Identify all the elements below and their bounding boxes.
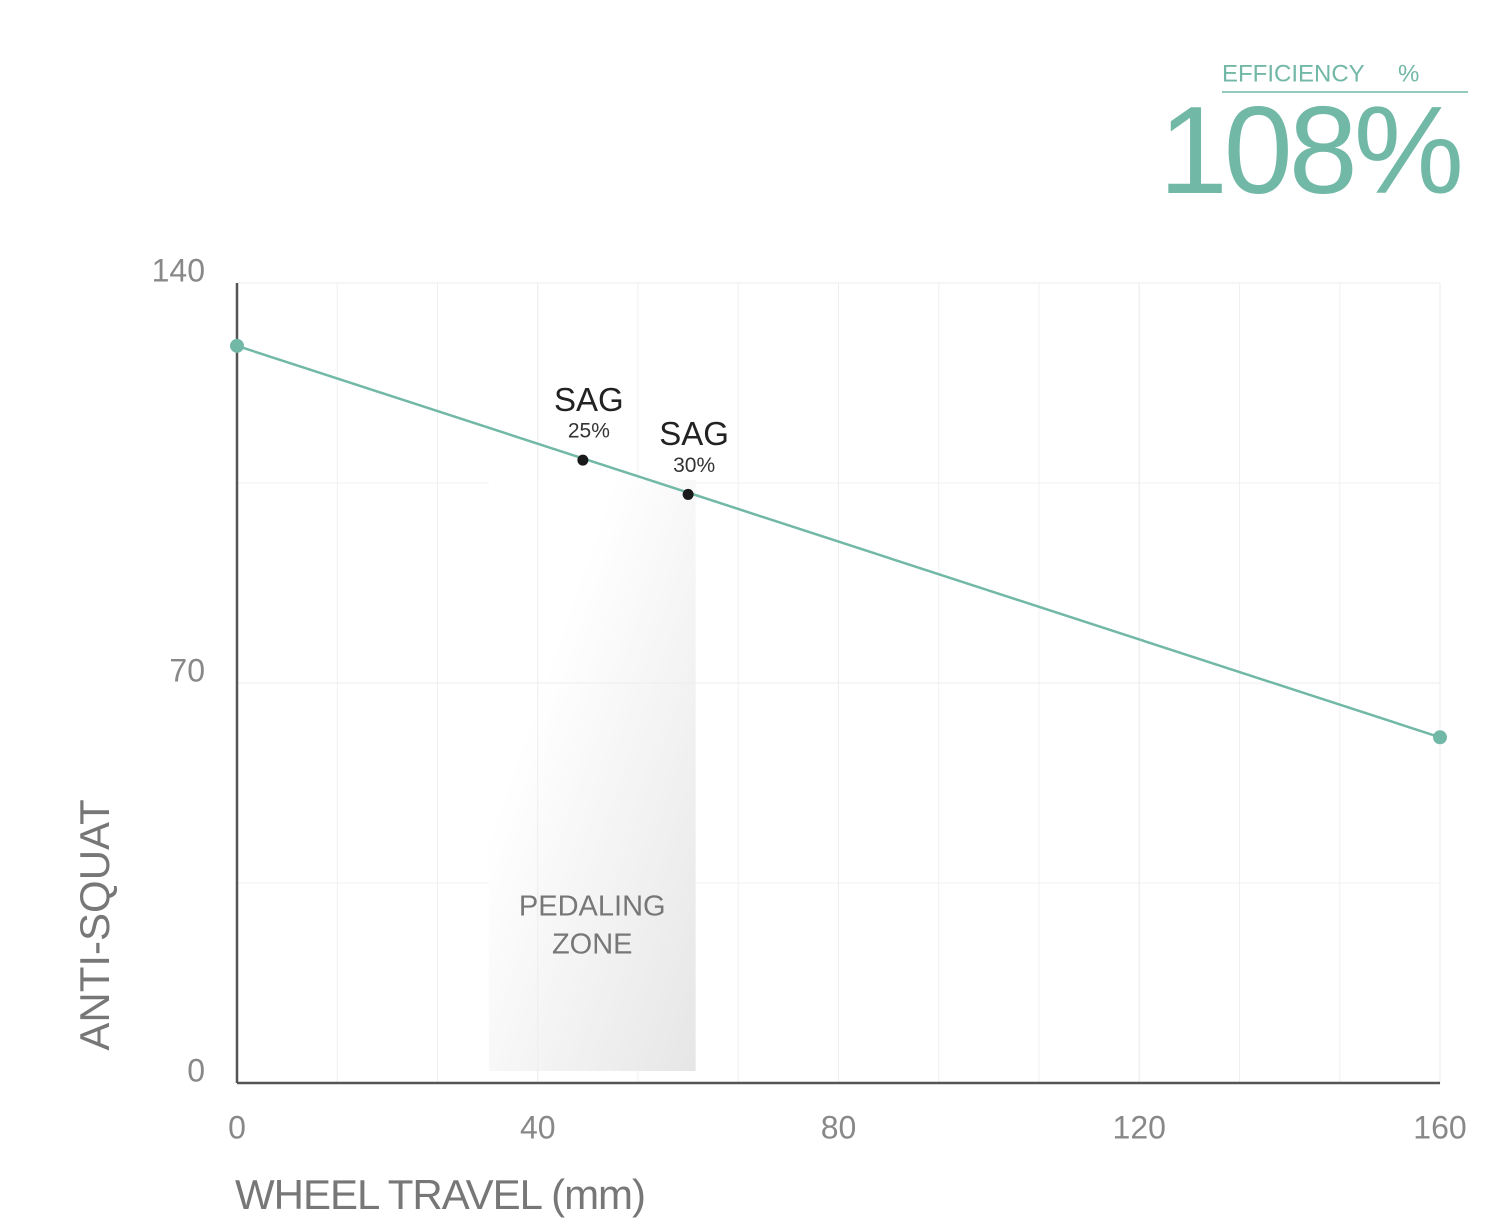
end-point bbox=[1433, 730, 1447, 745]
y-axis-label: ANTI-SQUAT bbox=[71, 799, 118, 1050]
x-tick-label: 0 bbox=[228, 1109, 246, 1145]
sag-point bbox=[682, 488, 694, 500]
y-tick-label: 140 bbox=[152, 252, 205, 288]
zone-label: PEDALING bbox=[519, 891, 666, 923]
sag-sublabel: 30% bbox=[673, 454, 715, 477]
end-point bbox=[230, 338, 244, 353]
pedaling-zone bbox=[488, 480, 696, 1071]
sag-point bbox=[577, 454, 589, 466]
x-tick-label: 160 bbox=[1413, 1109, 1466, 1145]
x-tick-label: 80 bbox=[821, 1109, 857, 1145]
series-line bbox=[236, 344, 1441, 739]
efficiency-unit: % bbox=[1398, 60, 1419, 87]
zone-label: ZONE bbox=[552, 929, 633, 961]
sag-sublabel: 25% bbox=[568, 420, 610, 443]
efficiency-value: 108% bbox=[1159, 82, 1460, 220]
y-tick-label: 70 bbox=[169, 652, 205, 688]
sag-label: SAG bbox=[554, 381, 624, 418]
sag-label: SAG bbox=[659, 415, 729, 452]
x-tick-label: 120 bbox=[1113, 1109, 1166, 1145]
x-axis-label: WHEEL TRAVEL (mm) bbox=[235, 1171, 645, 1218]
efficiency-title: EFFICIENCY bbox=[1222, 60, 1365, 87]
y-tick-label: 0 bbox=[187, 1052, 205, 1088]
x-tick-label: 40 bbox=[520, 1109, 556, 1145]
